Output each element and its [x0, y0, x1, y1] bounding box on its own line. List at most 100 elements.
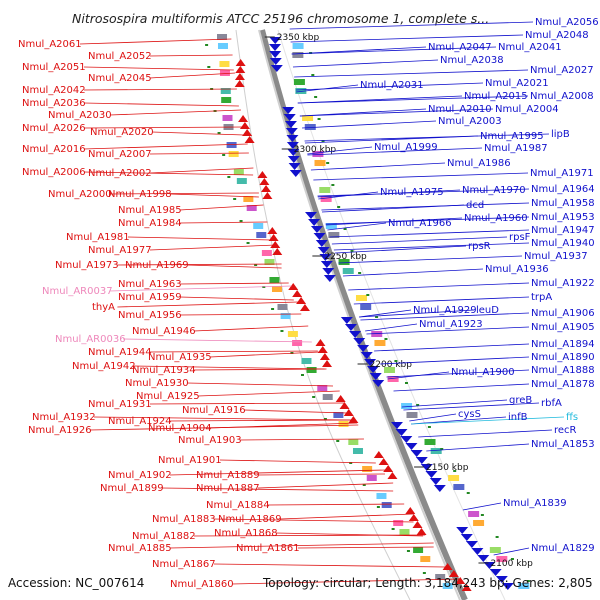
gene-label-left[interactable]: Nmul_A2030	[48, 110, 112, 121]
gene-label-right[interactable]: Nmul_A1987	[484, 143, 548, 154]
gene-label-left[interactable]: Nmul_A1944	[88, 347, 152, 358]
gene-label-left[interactable]: Nmul_A1934	[132, 365, 196, 376]
gene-label-left[interactable]: Nmul_A2052	[88, 51, 152, 62]
gene-label-right[interactable]: ffs	[566, 412, 578, 423]
gene-label-left[interactable]: Nmul_A2020	[90, 127, 154, 138]
gene-label-left[interactable]: Nmul_A1904	[148, 423, 212, 434]
gene-label-right[interactable]: dcd	[466, 200, 484, 211]
gene-label-left[interactable]: Nmul_A2051	[22, 62, 86, 73]
gene-label-right[interactable]: Nmul_A2031	[360, 80, 424, 91]
gene-label-left[interactable]: Nmul_A1883	[152, 514, 216, 525]
gene-label-left[interactable]: Nmul_A1984	[118, 218, 182, 229]
gene-label-left[interactable]: Nmul_A1924	[108, 416, 172, 427]
gene-label-left[interactable]: Nmul_A1901	[158, 455, 222, 466]
gene-label-left[interactable]: Nmul_A1869	[218, 514, 282, 525]
gene-label-left[interactable]: thyA	[92, 302, 115, 313]
gene-label-right[interactable]: Nmul_A1940	[531, 238, 595, 249]
gene-label-left[interactable]: Nmul_A1935	[148, 352, 212, 363]
gene-label-left[interactable]: Nmul_A1981	[66, 232, 130, 243]
gene-label-left[interactable]: Nmul_A1969	[125, 260, 189, 271]
gene-label-left[interactable]: Nmul_A1861	[236, 543, 300, 554]
gene-label-left[interactable]: Nmul_A1963	[118, 279, 182, 290]
gene-label-right[interactable]: Nmul_A1923	[419, 319, 483, 330]
gene-label-right[interactable]: recR	[554, 425, 577, 436]
gene-label-left[interactable]: Nmul_A1882	[132, 531, 196, 542]
gene-label-right[interactable]: Nmul_A1966	[388, 218, 452, 229]
gene-label-left[interactable]: Nmul_A2061	[18, 39, 82, 50]
gene-label-right[interactable]: Nmul_A2047	[428, 42, 492, 53]
gene-label-right[interactable]: Nmul_A2003	[438, 116, 502, 127]
gene-label-left[interactable]: Nmul_A2045	[88, 73, 152, 84]
gene-label-left[interactable]: Nmul_A1985	[118, 205, 182, 216]
gene-label-right[interactable]: Nmul_A1922	[531, 278, 595, 289]
gene-label-left[interactable]: Nmul_A1860	[170, 579, 234, 590]
gene-label-right[interactable]: Nmul_A1986	[447, 158, 511, 169]
gene-label-right[interactable]: rbfA	[541, 398, 562, 409]
gene-label-left[interactable]: Nmul_A1902	[108, 470, 172, 481]
gene-label-left[interactable]: Nmul_A1885	[108, 543, 172, 554]
gene-label-left[interactable]: Nmul_A1899	[100, 483, 164, 494]
gene-label-right[interactable]: Nmul_A1900	[451, 367, 515, 378]
gene-label-left[interactable]: Nmul_A1925	[136, 391, 200, 402]
gene-label-left[interactable]: Nmul_A2007	[88, 149, 152, 160]
gene-label-right[interactable]: greB	[509, 395, 532, 406]
gene-label-right[interactable]: Nmul_A1878	[531, 379, 595, 390]
gene-label-left[interactable]: Nmul_A1977	[88, 245, 152, 256]
gene-label-left[interactable]: Nmul_A1946	[132, 326, 196, 337]
gene-label-left[interactable]: Nmul_A2042	[22, 85, 86, 96]
gene-label-right[interactable]: rpsF	[509, 232, 531, 243]
gene-label-right[interactable]: Nmul_A1999	[374, 142, 438, 153]
gene-label-right[interactable]: Nmul_A1970	[462, 185, 526, 196]
gene-label-left[interactable]: Nmul_A1916	[182, 405, 246, 416]
gene-label-right[interactable]: Nmul_A1995	[480, 131, 544, 142]
gene-label-right[interactable]: Nmul_A1829	[531, 543, 595, 554]
gene-label-right[interactable]: rpsR	[468, 241, 491, 252]
gene-label-right[interactable]: Nmul_A1839	[503, 498, 567, 509]
gene-label-right[interactable]: Nmul_A1936	[485, 264, 549, 275]
gene-label-left[interactable]: Nmul_A2016	[22, 144, 86, 155]
gene-label-right[interactable]: Nmul_A1947	[531, 225, 595, 236]
gene-label-right[interactable]: leuD	[476, 305, 499, 316]
gene-label-left[interactable]: Nmul_A2026	[22, 123, 86, 134]
gene-label-right[interactable]: Nmul_A1894	[531, 339, 595, 350]
gene-label-right[interactable]: Nmul_A2056	[535, 17, 599, 28]
gene-label-left[interactable]: Nmul_A2002	[88, 168, 152, 179]
gene-label-left[interactable]: Nmul_A1959	[118, 292, 182, 303]
gene-label-left[interactable]: Nmul_A1887	[196, 483, 260, 494]
gene-label-right[interactable]: Nmul_A1906	[531, 308, 595, 319]
gene-label-left[interactable]: Nmul_A1926	[28, 425, 92, 436]
gene-label-right[interactable]: Nmul_A2048	[525, 30, 589, 41]
gene-label-right[interactable]: trpA	[531, 292, 552, 303]
gene-label-right[interactable]: Nmul_A2038	[440, 55, 504, 66]
gene-label-left[interactable]: Nmul_A2036	[22, 98, 86, 109]
gene-label-right[interactable]: Nmul_A1937	[524, 251, 588, 262]
gene-label-right[interactable]: infB	[508, 412, 528, 423]
gene-label-right[interactable]: Nmul_A1964	[531, 184, 595, 195]
gene-label-right[interactable]: Nmul_A1905	[531, 322, 595, 333]
gene-label-right[interactable]: Nmul_A2015	[464, 91, 528, 102]
gene-label-left[interactable]: Nmul_A1942	[72, 361, 136, 372]
gene-label-right[interactable]: Nmul_A1971	[530, 168, 594, 179]
gene-label-right[interactable]: Nmul_A2010	[428, 104, 492, 115]
gene-label-right[interactable]: Nmul_A2027	[530, 65, 594, 76]
gene-label-right[interactable]: Nmul_A1929	[413, 305, 477, 316]
gene-label-right[interactable]: Nmul_A1890	[531, 352, 595, 363]
gene-label-left[interactable]: Nmul_AR0037	[42, 286, 113, 297]
gene-label-left[interactable]: Nmul_A1998	[108, 189, 172, 200]
gene-label-right[interactable]: cysS	[458, 409, 481, 420]
gene-label-left[interactable]: Nmul_A1956	[118, 310, 182, 321]
gene-label-left[interactable]: Nmul_A1973	[55, 260, 119, 271]
gene-label-left[interactable]: Nmul_A1868	[214, 528, 278, 539]
gene-label-right[interactable]: lipB	[551, 129, 570, 140]
gene-label-left[interactable]: Nmul_AR0036	[55, 334, 126, 345]
gene-label-left[interactable]: Nmul_A1931	[88, 399, 152, 410]
gene-label-left[interactable]: Nmul_A1903	[178, 435, 242, 446]
gene-label-left[interactable]: Nmul_A1889	[196, 470, 260, 481]
gene-label-left[interactable]: Nmul_A1867	[152, 559, 216, 570]
gene-label-right[interactable]: Nmul_A1888	[531, 365, 595, 376]
gene-label-left[interactable]: Nmul_A1930	[125, 378, 189, 389]
gene-label-left[interactable]: Nmul_A2000	[48, 189, 112, 200]
gene-label-right[interactable]: Nmul_A2004	[495, 104, 559, 115]
gene-label-right[interactable]: Nmul_A2041	[498, 42, 562, 53]
gene-label-left[interactable]: Nmul_A1932	[32, 412, 96, 423]
